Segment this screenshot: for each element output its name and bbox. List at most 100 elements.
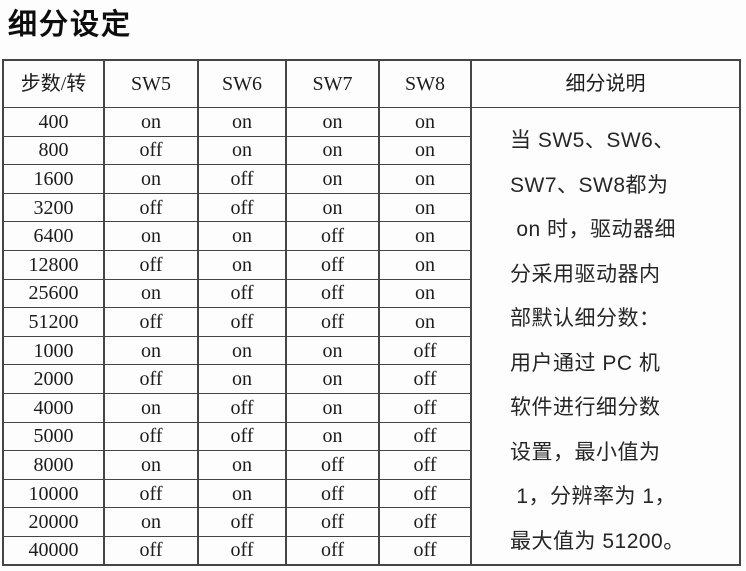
col-header-sw7: SW7 xyxy=(285,59,380,108)
cell-sw8: off xyxy=(378,535,472,566)
cell-sw8: off xyxy=(378,421,472,452)
cell-sw7: on xyxy=(285,192,380,223)
cell-sw8: on xyxy=(378,135,472,166)
cell-sw6: off xyxy=(197,421,287,452)
description-line: SW7、SW8都为 xyxy=(510,173,669,197)
cell-sw8: off xyxy=(378,507,472,537)
table-row: 5000 off off on off xyxy=(2,421,740,452)
cell-sw6: on xyxy=(197,107,287,137)
cell-sw5: on xyxy=(103,107,199,137)
microstep-setting-table: 步数/转 SW5 SW6 SW7 SW8 细分说明 400 on on on o… xyxy=(2,59,741,566)
cell-sw6: off xyxy=(197,278,287,309)
cell-sw6: off xyxy=(197,307,287,337)
cell-sw5: off xyxy=(103,135,199,166)
table-row: 3200 off off on on xyxy=(2,192,740,223)
cell-sw7: off xyxy=(285,249,380,280)
cell-steps: 6400 xyxy=(2,221,105,251)
cell-sw6: on xyxy=(197,335,287,366)
description-line: 最大值为 51200。 xyxy=(510,529,685,553)
table-row: 12800 off on off on xyxy=(2,249,740,280)
cell-steps: 5000 xyxy=(2,421,105,452)
cell-sw8: off xyxy=(378,335,472,366)
cell-sw8: on xyxy=(378,192,472,223)
cell-sw6: on xyxy=(197,249,287,280)
cell-sw8: off xyxy=(378,450,472,480)
cell-sw6: off xyxy=(197,535,287,566)
col-header-sw6: SW6 xyxy=(197,59,287,108)
cell-steps: 25600 xyxy=(2,278,105,309)
cell-sw5: on xyxy=(103,450,199,480)
cell-sw5: on xyxy=(103,164,199,194)
cell-steps: 2000 xyxy=(2,364,105,394)
cell-sw8: on xyxy=(378,249,472,280)
cell-sw8: on xyxy=(378,221,472,251)
table-row: 25600 on off off on xyxy=(2,278,740,309)
page-title: 细分设定 xyxy=(8,9,133,41)
description-line: 设置，最小值为 xyxy=(510,440,661,464)
cell-steps: 3200 xyxy=(2,192,105,223)
cell-sw6: on xyxy=(197,450,287,480)
table-row: 8000 on on off off xyxy=(2,450,740,480)
cell-sw7: on xyxy=(285,107,380,137)
description-line: on 时，驱动器细 xyxy=(510,218,677,241)
table-row: 800 off on on on xyxy=(2,135,740,166)
cell-sw7: on xyxy=(285,392,380,423)
cell-sw6: off xyxy=(197,392,287,423)
cell-sw6: on xyxy=(197,221,287,251)
cell-sw5: on xyxy=(103,221,199,251)
cell-steps: 1000 xyxy=(2,335,105,366)
cell-sw6: on xyxy=(197,135,287,166)
table-row: 400 on on on on 当 SW5、SW6、 SW7、SW8都为 on … xyxy=(2,107,741,566)
cell-sw8: on xyxy=(378,107,472,137)
cell-sw5: on xyxy=(103,392,199,423)
cell-sw6: on xyxy=(197,364,287,394)
cell-sw5: on xyxy=(103,507,199,537)
cell-sw7: off xyxy=(285,278,380,309)
cell-sw7: off xyxy=(285,221,380,251)
cell-sw5: off xyxy=(103,535,199,566)
col-header-steps: 步数/转 xyxy=(2,59,105,108)
cell-steps: 400 xyxy=(2,107,105,137)
table-row: 10000 off on off off xyxy=(2,478,740,509)
cell-sw8: on xyxy=(378,164,472,194)
cell-sw5: off xyxy=(103,478,199,509)
cell-sw7: on xyxy=(285,135,380,166)
cell-sw5: off xyxy=(103,249,199,280)
cell-sw8: off xyxy=(378,478,472,509)
cell-sw5: on xyxy=(103,278,199,309)
cell-sw5: on xyxy=(103,335,199,366)
cell-sw7: off xyxy=(285,507,380,537)
cell-sw7: on xyxy=(285,335,380,366)
cell-sw6: on xyxy=(197,478,287,509)
cell-sw7: on xyxy=(285,364,380,394)
cell-sw5: off xyxy=(103,364,199,394)
cell-sw6: off xyxy=(197,164,287,194)
col-header-description: 细分说明 xyxy=(470,59,741,108)
cell-sw5: off xyxy=(103,192,199,223)
table-row: 1600 on off on on xyxy=(2,164,740,194)
cell-sw5: off xyxy=(103,421,199,452)
cell-sw8: on xyxy=(378,307,472,337)
description-line: 用户通过 PC 机 xyxy=(510,351,661,375)
cell-sw6: off xyxy=(197,507,287,537)
table-header-row: 步数/转 SW5 SW6 SW7 SW8 细分说明 xyxy=(2,59,741,108)
cell-sw6: off xyxy=(197,192,287,223)
table-row: 2000 off on on off xyxy=(2,364,740,394)
description-cell: 当 SW5、SW6、 SW7、SW8都为 on 时，驱动器细 分采用驱动器内 部… xyxy=(470,107,741,566)
cell-steps: 1600 xyxy=(2,164,105,194)
description-line: 当 SW5、SW6、 xyxy=(510,129,675,152)
cell-sw7: off xyxy=(285,450,380,480)
cell-sw7: off xyxy=(285,478,380,509)
description-line: 分采用驱动器内 xyxy=(510,262,661,286)
cell-sw5: off xyxy=(103,307,199,337)
table-row: 4000 on off on off xyxy=(2,392,740,423)
cell-sw8: off xyxy=(378,392,472,423)
cell-sw7: on xyxy=(285,164,380,194)
table-row: 40000 off off off off xyxy=(2,535,740,566)
cell-sw8: on xyxy=(378,278,472,309)
description-line: 1，分辨率为 1， xyxy=(510,485,677,508)
description-line: 软件进行细分数 xyxy=(510,396,661,419)
cell-steps: 10000 xyxy=(2,478,105,509)
cell-sw8: off xyxy=(378,364,472,394)
